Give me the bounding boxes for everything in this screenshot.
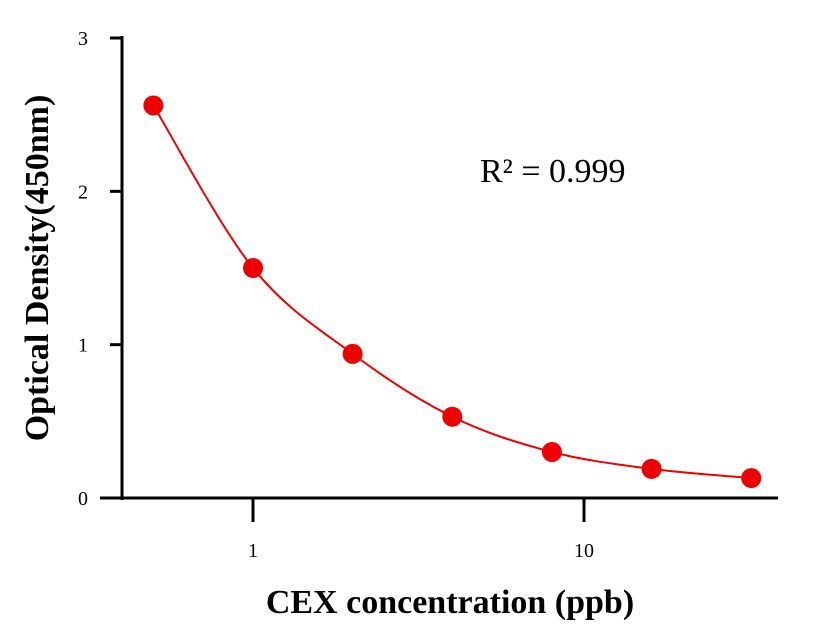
x-tick-label: 1 [248, 540, 258, 562]
data-point [442, 406, 463, 427]
x-tick-label: 10 [574, 540, 594, 562]
y-tick-label: 2 [78, 181, 88, 203]
annotation-r-squared: R² = 0.999 [480, 153, 626, 190]
data-point [342, 343, 363, 364]
y-tick-label: 1 [78, 335, 88, 357]
data-point [741, 468, 762, 489]
y-axis-label: Optical Density(450nm) [19, 95, 56, 442]
x-axis-label: CEX concentration (ppb) [266, 584, 634, 621]
data-point [143, 95, 164, 116]
data-point [541, 442, 562, 463]
data-point [641, 458, 662, 479]
y-tick-label: 3 [78, 28, 88, 50]
data-point [243, 258, 263, 279]
y-tick-label: 0 [78, 488, 88, 510]
